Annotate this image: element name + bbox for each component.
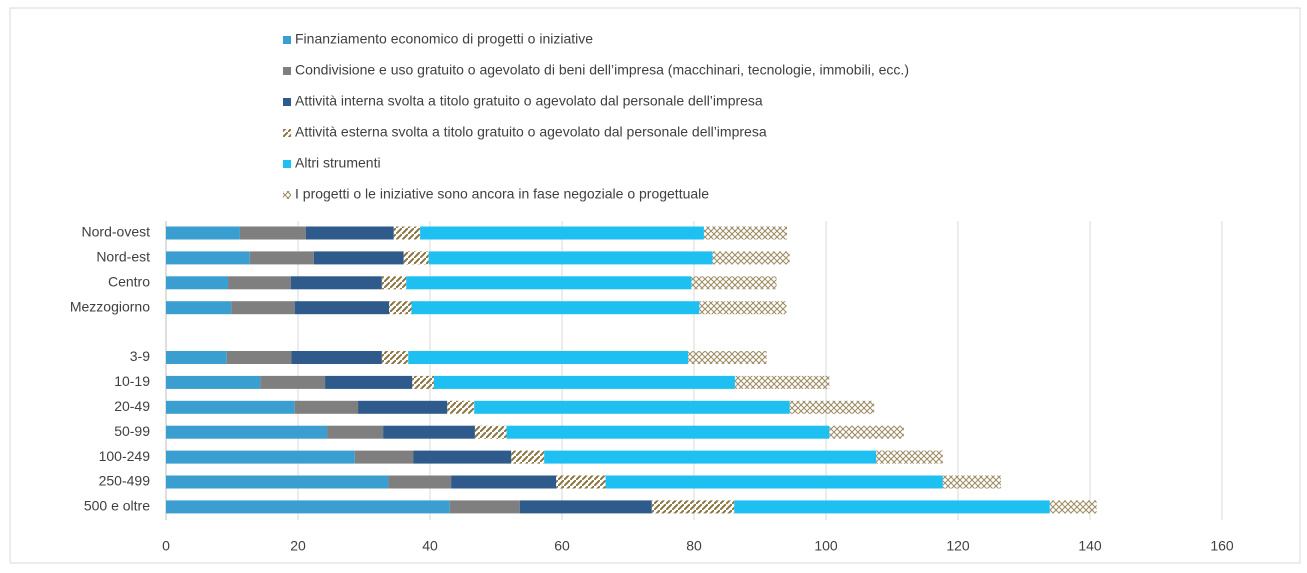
bar-segment [389,301,412,315]
bar-segment [226,351,292,364]
bar-segment [231,301,295,315]
bar-segment [381,276,407,290]
x-tick-label: 100 [814,538,838,554]
bar-segment [413,450,512,464]
bar-segment [166,251,250,265]
bar-segment [381,351,409,364]
bar-segment [1049,500,1097,514]
bar-segment [712,251,790,265]
bar-segment [313,251,404,265]
bar-segment [876,450,943,464]
y-tick-label: Nord-est [96,249,150,265]
bar-segment [166,226,240,240]
legend-swatch [283,36,291,44]
bar-segment [166,375,261,389]
bar-segment [703,226,788,240]
bar-segment [166,301,232,315]
legend-label: I progetti o le iniziative sono ancora i… [295,186,709,202]
x-tick-label: 80 [686,538,702,554]
y-tick-label: 10-19 [114,373,150,389]
y-tick-label: 250-499 [99,473,151,489]
legend-label: Altri strumenti [295,155,381,171]
x-tick-label: 160 [1210,538,1234,554]
bar-segment [651,500,735,514]
bar-segment [699,301,787,315]
bar-segment [291,351,382,364]
legend-swatch [283,98,291,106]
x-tick-label: 60 [554,538,570,554]
y-tick-label: Centro [108,274,150,290]
y-tick-label: 500 e oltre [84,498,150,514]
bar-segment [412,375,434,389]
bar-segment [408,351,689,364]
bar-segment [383,425,475,439]
bar-segment [166,351,227,364]
y-tick-label: 3-9 [130,348,150,364]
bar-segment [325,375,413,389]
x-tick-label: 40 [422,538,438,554]
legend-swatch [283,67,291,75]
x-tick-label: 0 [162,538,170,554]
legend-label: Attività interna svolta a titolo gratuit… [295,93,763,109]
y-tick-label: Mezzogiorno [70,298,150,314]
bar-segment [447,400,475,414]
bar-segment [406,276,692,290]
bar-segment [228,276,291,290]
bar-segment [734,500,1050,514]
legend-swatch [283,129,291,137]
bar-segment [239,226,306,240]
bar-segment [433,375,735,389]
bar-segment [290,276,382,290]
bar-segment [411,301,700,315]
bar-segment [294,400,359,414]
bar-segment [789,400,875,414]
x-tick-label: 120 [946,538,970,554]
legend-label: Finanziamento economico di progetti o in… [295,31,593,47]
bar-segment [829,425,904,439]
bar-segment [544,450,877,464]
legend-label: Attività esterna svolta a titolo gratuit… [295,124,767,140]
bar-segment [166,475,389,489]
bar-segment [294,301,390,315]
bar-segment [358,400,448,414]
legend-swatch [283,191,291,199]
y-tick-label: 100-249 [99,448,151,464]
x-tick-label: 20 [290,538,306,554]
bar-segment [691,276,777,290]
x-tick-label: 140 [1078,538,1102,554]
legend-label: Condivisione e uso gratuito o agevolato … [295,62,909,78]
bar-segment [260,375,326,389]
bar-segment [166,500,450,514]
bar-segment [451,475,557,489]
bar-segment [403,251,429,265]
bar-segment [519,500,652,514]
y-tick-label: 20-49 [114,398,150,414]
bar-segment [327,425,384,439]
bar-segment [511,450,545,464]
bar-segment [428,251,713,265]
bar-segment [388,475,452,489]
bar-segment [166,276,229,290]
bar-segment [249,251,314,265]
bar-segment [474,425,507,439]
bar-segment [605,475,943,489]
bar-segment [734,375,830,389]
y-tick-label: 50-99 [114,423,150,439]
bar-segment [305,226,394,240]
bar-segment [942,475,1001,489]
bar-segment [474,400,790,414]
bar-segment [688,351,767,364]
bar-segment [506,425,830,439]
bar-segment [166,450,355,464]
bar-segment [449,500,520,514]
bar-segment [166,400,295,414]
bar-segment [166,425,328,439]
bar-segment [354,450,414,464]
y-tick-label: Nord-ovest [82,224,151,240]
bar-segment [556,475,606,489]
legend-swatch [283,160,291,168]
bar-segment [393,226,421,240]
bar-segment [420,226,704,240]
